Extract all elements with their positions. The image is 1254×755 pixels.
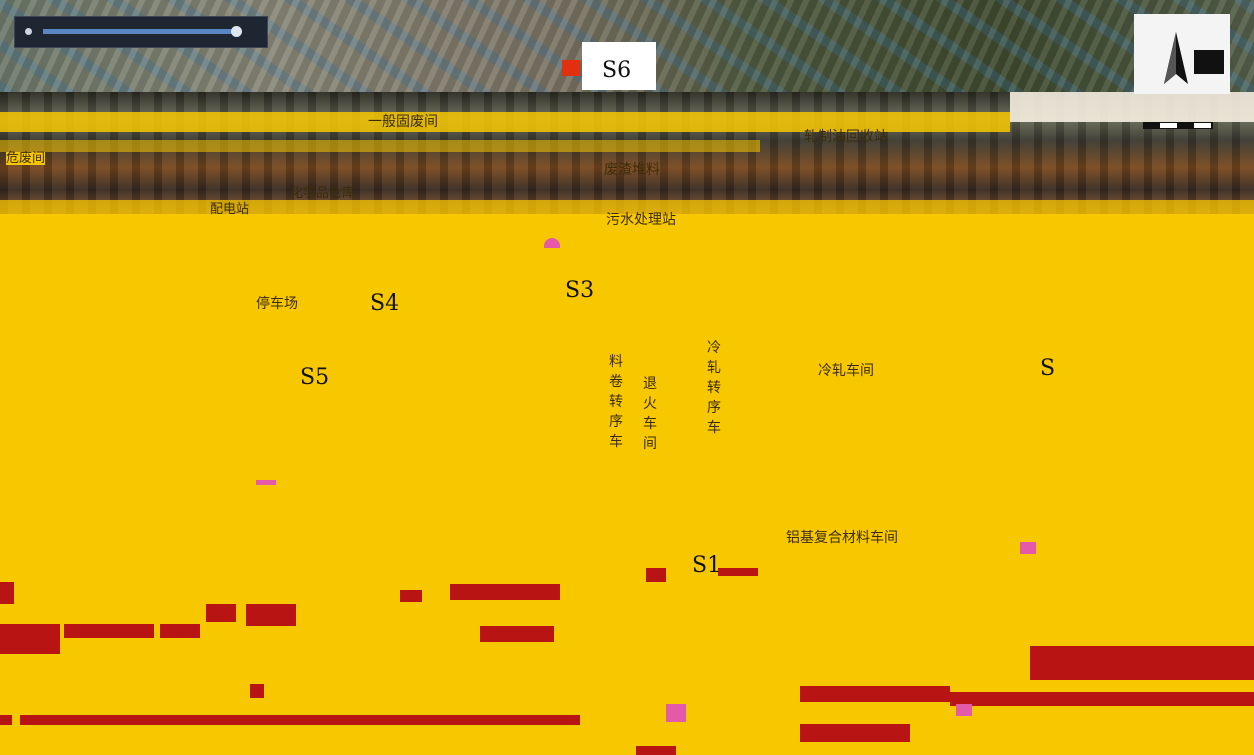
zoom-slider-thumb[interactable] — [231, 26, 242, 37]
label-coil-transfer: 料卷转序车 — [609, 354, 623, 450]
label-cold-transfer: 冷轧转序车 — [707, 340, 721, 436]
plant-boundary-stripe — [0, 200, 1254, 214]
label-cold-rolling: 冷轧车间 — [818, 363, 874, 379]
site-s2-label: S — [1040, 356, 1056, 381]
road-boundary-area — [0, 568, 1254, 755]
site-marker-icon — [562, 60, 580, 76]
label-parking: 停车场 — [256, 296, 298, 312]
site-s3-label: S3 — [565, 278, 595, 303]
label-composite-workshop: 铝基复合材料车间 — [786, 530, 898, 546]
label-waste-bin: 废渣堆料 — [604, 162, 660, 178]
site-s5-label: S5 — [300, 365, 330, 390]
decor-mark — [1020, 542, 1036, 554]
label-water-treatment: 污水处理站 — [606, 212, 676, 228]
site-s1-label: S1 — [692, 553, 722, 578]
scale-bar-icon — [1143, 122, 1213, 129]
decor-mark — [256, 480, 276, 485]
label-general-solid-waste: 一般固废间 — [368, 114, 438, 130]
label-annealing: 退火车间 — [643, 376, 657, 452]
site-s6-label: S6 — [602, 58, 632, 83]
site-s4-label: S4 — [370, 291, 400, 316]
decor-mark — [544, 238, 560, 248]
label-hazardous-waste: 危废间 — [6, 151, 46, 166]
plant-boundary-stripe — [0, 112, 1010, 132]
plant-boundary-stripe — [0, 140, 760, 152]
north-arrow-icon — [1164, 32, 1224, 84]
toolbar-dot-icon — [25, 28, 32, 35]
site-s6-box — [582, 42, 656, 90]
label-rolling-oil-recovery: 轧制油回收站 — [804, 129, 888, 145]
legend-background — [1010, 92, 1254, 122]
zoom-slider-track[interactable] — [43, 29, 233, 34]
map-toolbar[interactable] — [14, 16, 268, 48]
label-chem-warehouse: 化学品仓库 — [290, 186, 356, 201]
label-power-room: 配电站 — [210, 202, 250, 217]
